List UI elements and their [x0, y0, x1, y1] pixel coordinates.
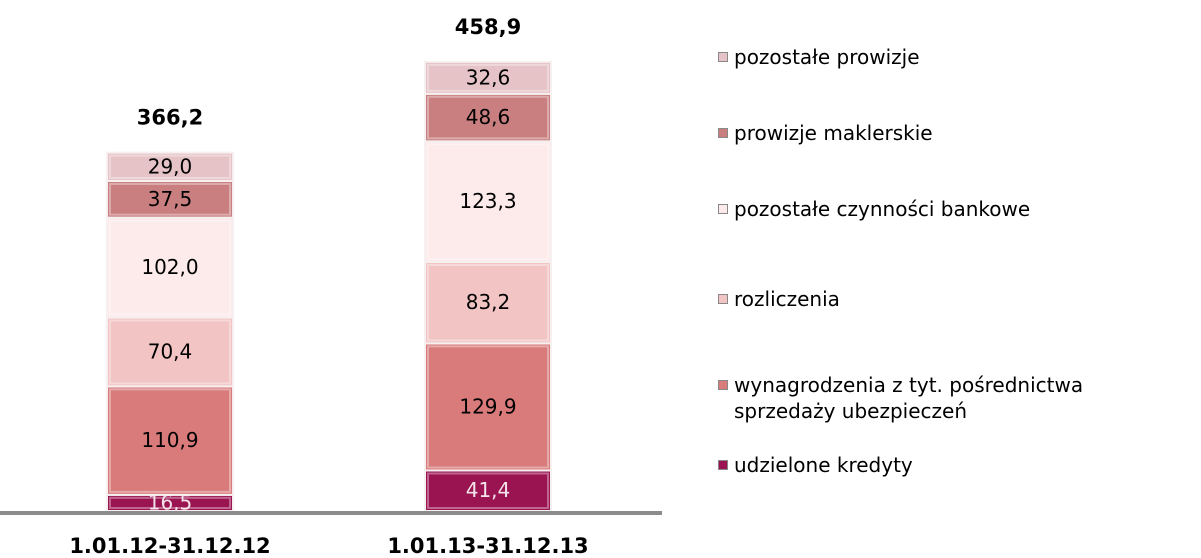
- bar-highlight: [109, 388, 231, 493]
- legend-label: pozostałe prowizje: [734, 45, 920, 69]
- value-label: 129,9: [459, 394, 516, 418]
- bar-segment: [106, 216, 234, 319]
- legend-label: prowizje maklerskie: [734, 121, 933, 145]
- bar-highlight: [427, 63, 549, 92]
- total-label: 366,2: [137, 106, 203, 130]
- legend-item: pozostałe prowizje: [718, 44, 1198, 70]
- legend-swatch: [718, 52, 728, 62]
- bar-segment: [424, 60, 552, 95]
- legend-swatch: [718, 294, 728, 304]
- bar-segment: [424, 260, 552, 345]
- x-tick-label: 1.01.12-31.12.12: [69, 534, 270, 558]
- bar-segment: [106, 316, 234, 388]
- value-label: 29,0: [148, 154, 193, 178]
- chart: 16,5110,970,4102,037,529,0366,21.01.12-3…: [0, 15, 662, 558]
- bar-highlight: [109, 154, 231, 179]
- value-label: 32,6: [466, 65, 511, 89]
- value-label: 110,9: [141, 428, 198, 452]
- bar-highlight: [109, 319, 231, 385]
- bar-segment: [106, 179, 234, 219]
- bar-segment: [424, 140, 552, 263]
- bar-highlight: [427, 345, 549, 469]
- value-label: 83,2: [466, 290, 511, 314]
- bar-segment: [424, 92, 552, 143]
- x-tick-label: 1.01.13-31.12.13: [387, 534, 588, 558]
- value-label: 48,6: [466, 105, 511, 129]
- total-label: 458,9: [455, 15, 521, 39]
- legend-swatch: [718, 460, 728, 470]
- bar-highlight: [427, 472, 549, 509]
- value-label: 70,4: [148, 339, 193, 363]
- bar-highlight: [427, 143, 549, 260]
- legend-swatch: [718, 128, 728, 138]
- bar-segment: [106, 151, 234, 182]
- legend-label: rozliczenia: [734, 287, 840, 311]
- value-label: 123,3: [459, 189, 516, 213]
- legend-item: udzielone kredyty: [718, 452, 1198, 478]
- legend-label: udzielone kredyty: [734, 453, 913, 477]
- legend-swatch: [718, 204, 728, 214]
- bar-highlight: [109, 182, 231, 216]
- value-label: 37,5: [148, 187, 193, 211]
- bar-segment: [424, 469, 552, 512]
- bar-highlight: [109, 496, 231, 509]
- legend-item: rozliczenia: [718, 286, 1198, 312]
- legend-item: wynagrodzenia z tyt. pośrednictwa sprzed…: [718, 372, 1198, 424]
- bar-highlight: [109, 219, 231, 316]
- legend-swatch: [718, 380, 728, 390]
- value-label: 102,0: [141, 255, 198, 279]
- legend-label: pozostałe czynności bankowe: [734, 197, 1031, 221]
- bar-highlight: [427, 263, 549, 342]
- legend-item: pozostałe czynności bankowe: [718, 196, 1198, 222]
- value-label: 41,4: [466, 478, 511, 502]
- bar-highlight: [427, 95, 549, 140]
- legend-item: prowizje maklerskie: [718, 120, 1198, 146]
- legend-label: wynagrodzenia z tyt. pośrednictwa sprzed…: [734, 373, 1084, 423]
- bar-segment: [424, 342, 552, 472]
